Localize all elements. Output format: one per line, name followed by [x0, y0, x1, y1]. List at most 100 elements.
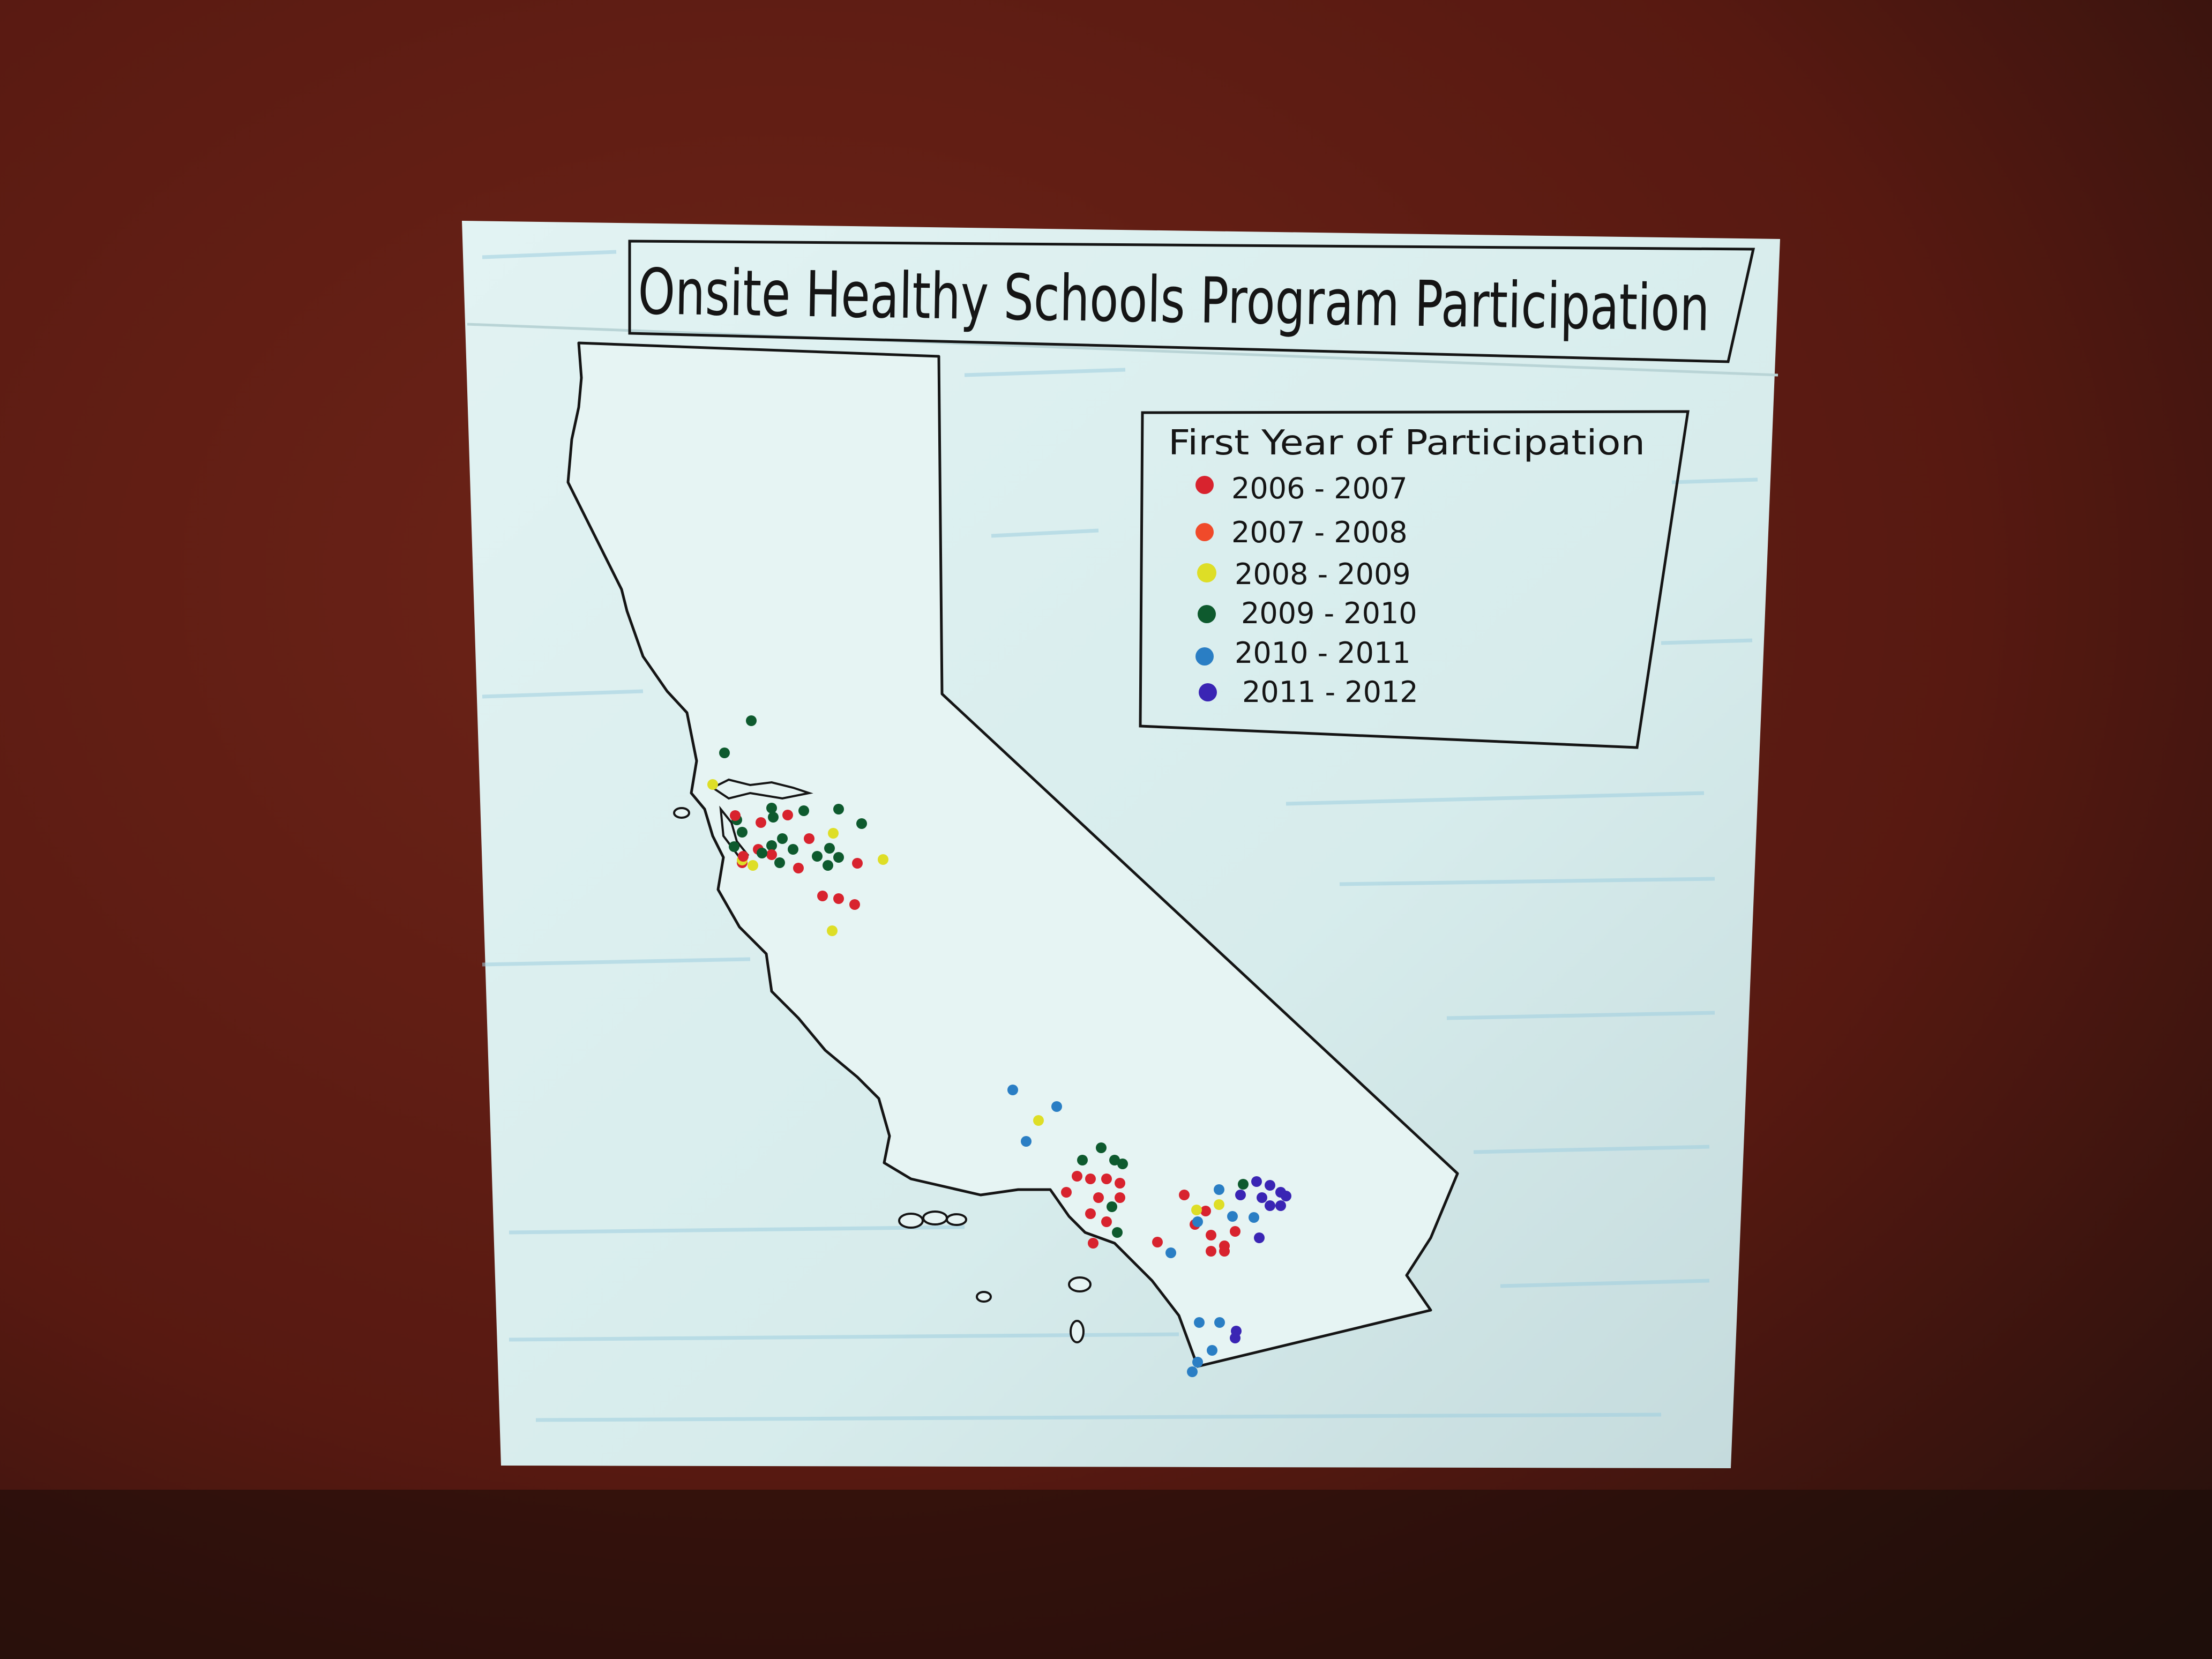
school-dot [1061, 1187, 1072, 1198]
school-dot [856, 818, 867, 829]
school-dot [1219, 1240, 1230, 1251]
school-dot [719, 748, 730, 758]
school-dot [1101, 1216, 1112, 1227]
legend: First Year of Participation 2006 - 2007 … [1139, 410, 1690, 749]
school-dot [788, 844, 798, 855]
school-dot [1230, 1333, 1240, 1343]
map-title: Onsite Healthy Schools Program Participa… [638, 255, 1710, 345]
school-dot [1194, 1317, 1205, 1328]
legend-label: 2007 - 2008 [1231, 515, 1408, 549]
school-dot [1077, 1155, 1088, 1165]
school-dot [737, 827, 748, 838]
school-dot [766, 840, 777, 851]
legend-swatch [1195, 523, 1214, 541]
legend-label: 2009 - 2010 [1241, 596, 1417, 630]
school-dot [817, 891, 828, 901]
legend-label: 2011 - 2012 [1242, 675, 1418, 709]
school-dot [833, 893, 844, 904]
school-dot [1179, 1190, 1190, 1200]
school-dot [1207, 1345, 1217, 1356]
school-dot [1033, 1115, 1044, 1126]
school-dot [1115, 1192, 1125, 1203]
school-dot [1101, 1174, 1112, 1184]
school-dot [828, 828, 839, 839]
school-dot [1192, 1357, 1203, 1367]
school-dot [833, 852, 844, 863]
school-dot [1191, 1205, 1202, 1215]
school-dot [1088, 1238, 1098, 1249]
school-dot [1165, 1247, 1176, 1258]
school-dot [1021, 1136, 1032, 1147]
school-dot [756, 817, 766, 828]
legend-item-2008-2009: 2008 - 2009 [1197, 557, 1411, 591]
legend-item-2007-2008: 2007 - 2008 [1195, 515, 1408, 549]
school-dot [1275, 1200, 1286, 1211]
school-dot [748, 860, 758, 871]
legend-item-2011-2012: 2011 - 2012 [1199, 675, 1418, 709]
school-dot [1096, 1142, 1107, 1153]
school-dot [757, 848, 767, 858]
legend-item-2006-2007: 2006 - 2007 [1195, 472, 1408, 505]
school-dot [833, 804, 844, 814]
school-dot [1281, 1191, 1291, 1201]
school-dot [1107, 1201, 1117, 1212]
school-dot [766, 803, 777, 813]
school-dot [812, 851, 823, 862]
legend-item-2010-2011: 2010 - 2011 [1195, 636, 1411, 670]
school-dot [1109, 1155, 1120, 1165]
legend-label: 2008 - 2009 [1235, 557, 1411, 591]
legend-swatch [1198, 605, 1216, 623]
school-dot [798, 805, 809, 816]
school-dot [746, 715, 757, 726]
school-dot [1085, 1174, 1096, 1184]
school-dot [1257, 1192, 1267, 1203]
school-dot [1117, 1159, 1128, 1169]
school-dot [852, 858, 863, 869]
school-dot [878, 854, 888, 865]
school-dot [1251, 1176, 1262, 1187]
legend-title: First Year of Participation [1168, 423, 1645, 463]
title-box: Onsite Healthy Schools Program Participa… [628, 240, 1755, 363]
legend-swatch [1195, 647, 1214, 666]
school-dot [1200, 1206, 1211, 1216]
school-dot [1227, 1211, 1238, 1222]
coastline-details [673, 778, 1092, 1343]
school-dot [1206, 1246, 1216, 1257]
school-dot [1007, 1085, 1018, 1095]
school-dot [824, 843, 835, 854]
school-dot [849, 899, 860, 910]
school-dot [729, 841, 739, 852]
legend-swatch [1199, 683, 1217, 701]
school-dot [1206, 1230, 1216, 1240]
school-dot [1152, 1237, 1163, 1247]
school-dot [1214, 1317, 1225, 1328]
school-dot [782, 810, 793, 820]
school-dot [1254, 1232, 1265, 1243]
school-dot [1093, 1192, 1104, 1203]
school-dot [1192, 1216, 1203, 1227]
school-dot [1187, 1366, 1198, 1377]
school-dot [1072, 1171, 1082, 1182]
school-dot [1115, 1178, 1125, 1189]
legend-label: 2006 - 2007 [1231, 472, 1408, 505]
school-dot [804, 833, 814, 844]
school-dot [1230, 1226, 1240, 1237]
school-dot [1085, 1208, 1096, 1219]
desk-shadow [0, 1490, 2212, 1659]
school-dot [1214, 1199, 1224, 1210]
school-dot [1238, 1179, 1249, 1190]
school-dot [777, 833, 788, 844]
school-dot [827, 925, 838, 936]
school-dot [774, 857, 785, 868]
crayon-shading [482, 250, 1758, 1422]
school-location-dots [707, 715, 1291, 1377]
school-dot [768, 812, 779, 823]
school-dot [1265, 1180, 1275, 1191]
school-dot [1214, 1184, 1224, 1195]
school-dot [1112, 1227, 1123, 1238]
school-dot [823, 860, 833, 871]
school-dot [1265, 1200, 1275, 1211]
school-dot [1249, 1212, 1259, 1223]
school-dot [730, 810, 741, 821]
